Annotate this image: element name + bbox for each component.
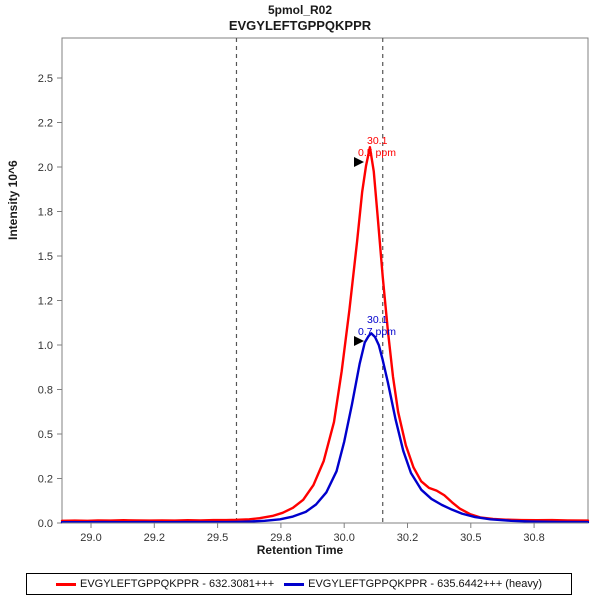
- y-axis-title: Intensity 10^6: [6, 160, 20, 240]
- y-axis-tick-label: 1.2: [38, 296, 53, 308]
- legend-entry-light[interactable]: EVGYLEFTGPPQKPPR - 632.3081+++: [55, 578, 275, 590]
- legend-swatch-heavy-icon: [284, 582, 305, 586]
- legend-label-light: EVGYLEFTGPPQKPPR - 632.3081+++: [79, 578, 275, 590]
- y-axis-tick-label: 2.2: [38, 118, 53, 130]
- x-axis-tick-label: 29.5: [207, 532, 228, 544]
- legend-label-heavy: EVGYLEFTGPPQKPPR - 635.6442+++ (heavy): [308, 578, 542, 590]
- annotation-rt: 30.1: [367, 135, 388, 147]
- y-axis-tick-label: 2.0: [38, 162, 53, 174]
- x-axis-tick-label: 30.0: [333, 532, 354, 544]
- y-axis-tick-label: 1.0: [38, 340, 53, 352]
- y-axis-tick-label: 0.8: [38, 385, 53, 397]
- legend-entry-heavy[interactable]: EVGYLEFTGPPQKPPR - 635.6442+++ (heavy): [284, 578, 542, 590]
- y-axis-tick-label: 0.0: [38, 518, 53, 530]
- legend-swatch-light-icon: [55, 582, 76, 586]
- x-axis-tick-label: 29.0: [80, 532, 101, 544]
- y-axis-tick-label: 0.5: [38, 429, 53, 441]
- peak-apex-marker-icon: [354, 336, 364, 346]
- chromatogram-svg[interactable]: 0.0 0.2 0.5 0.8 1.0 1.2 1.5 1.8 2.0 2.2 2.5 29.0 29.…: [0, 0, 600, 560]
- plot-area[interactable]: 0.0 0.2 0.5 0.8 1.0 1.2 1.5 1.8 2.0 2.2 2.5 29.0 29.…: [0, 0, 600, 560]
- x-axis-tick-label: 30.2: [397, 532, 418, 544]
- y-axis-tick-label: 0.2: [38, 474, 53, 486]
- y-axis-tick-label: 1.5: [38, 251, 53, 263]
- x-axis-title: Retention Time: [256, 543, 344, 557]
- page-title: 5pmol_R02: [267, 3, 333, 17]
- title-block: 5pmol_R02 EVGYLEFTGPPQKPPR: [0, 3, 600, 34]
- peptide-sequence-subtitle: EVGYLEFTGPPQKPPR: [228, 18, 372, 33]
- annotation-ppm: 0.7 ppm: [358, 326, 396, 338]
- annotation-rt: 30.1: [367, 314, 388, 326]
- y-axis-tick-label: 1.8: [38, 207, 53, 219]
- x-axis-tick-label: 30.8: [523, 532, 544, 544]
- x-axis-tick-label: 30.5: [460, 532, 481, 544]
- annotation-ppm: 0.5 ppm: [358, 147, 396, 159]
- trace-heavy[interactable]: [60, 332, 590, 524]
- legend[interactable]: EVGYLEFTGPPQKPPR - 632.3081+++ EVGYLEFTG…: [26, 573, 572, 595]
- trace-light[interactable]: [60, 146, 590, 522]
- plot-frame: [61, 37, 589, 524]
- x-axis-tick-label: 29.2: [144, 532, 165, 544]
- y-axis-tick-label: 2.5: [38, 73, 53, 85]
- x-axis-tick-label: 29.8: [270, 532, 291, 544]
- peak-apex-marker-icon: [354, 157, 364, 167]
